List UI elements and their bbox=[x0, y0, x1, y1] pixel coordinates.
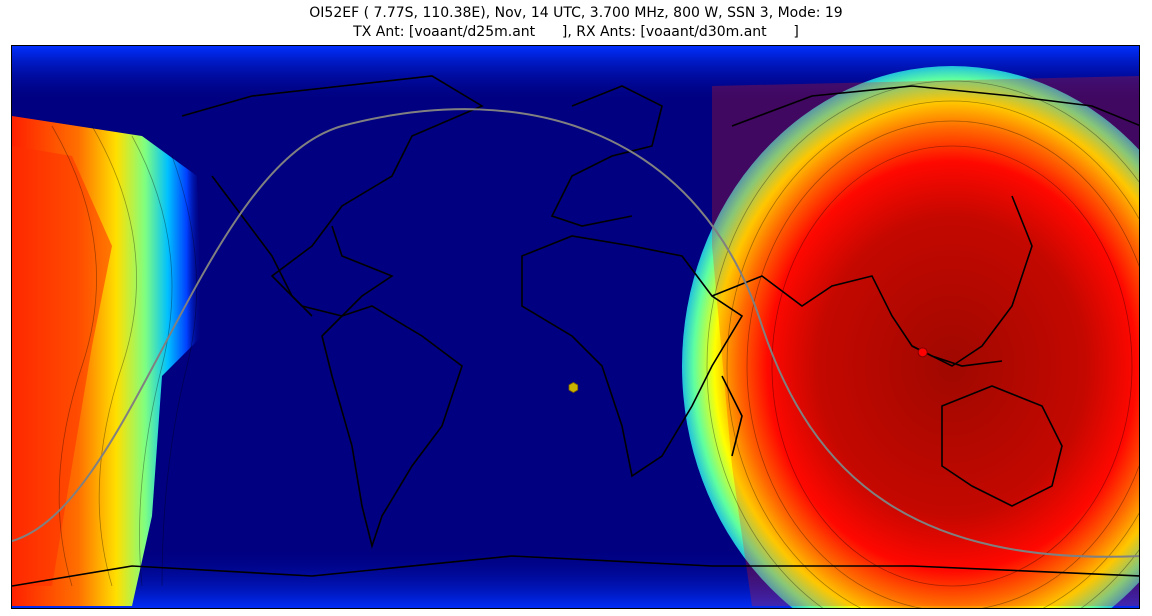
map-title: OI52EF ( 7.77S, 110.38E), Nov, 14 UTC, 3… bbox=[0, 4, 1152, 42]
coverage-map-svg bbox=[12, 46, 1139, 608]
north-america-coast bbox=[181, 75, 484, 317]
contour-lines bbox=[51, 80, 1139, 608]
coastlines bbox=[12, 75, 1139, 587]
antarctica-coast bbox=[12, 555, 1139, 587]
east-fringe-area bbox=[712, 76, 1139, 606]
europe-coast bbox=[550, 85, 663, 227]
south-america-coast bbox=[321, 305, 463, 549]
west-core-area bbox=[12, 146, 112, 586]
title-line-2: TX Ant: [voaant/d25m.ant ], RX Ants: [vo… bbox=[353, 24, 799, 40]
north-america-west-coast bbox=[211, 175, 313, 317]
coverage-map bbox=[11, 45, 1140, 609]
east-coverage-area bbox=[682, 66, 1139, 608]
north-asia-coast bbox=[731, 85, 1139, 127]
terminator-line bbox=[12, 108, 1139, 558]
south-asia-coast bbox=[711, 195, 1033, 367]
australia-coast bbox=[941, 385, 1063, 507]
title-line-1: OI52EF ( 7.77S, 110.38E), Nov, 14 UTC, 3… bbox=[309, 5, 843, 21]
transmitter-marker bbox=[917, 347, 928, 358]
africa-coast bbox=[521, 235, 744, 478]
receiver-marker bbox=[568, 382, 579, 393]
madagascar-coast bbox=[721, 375, 743, 457]
